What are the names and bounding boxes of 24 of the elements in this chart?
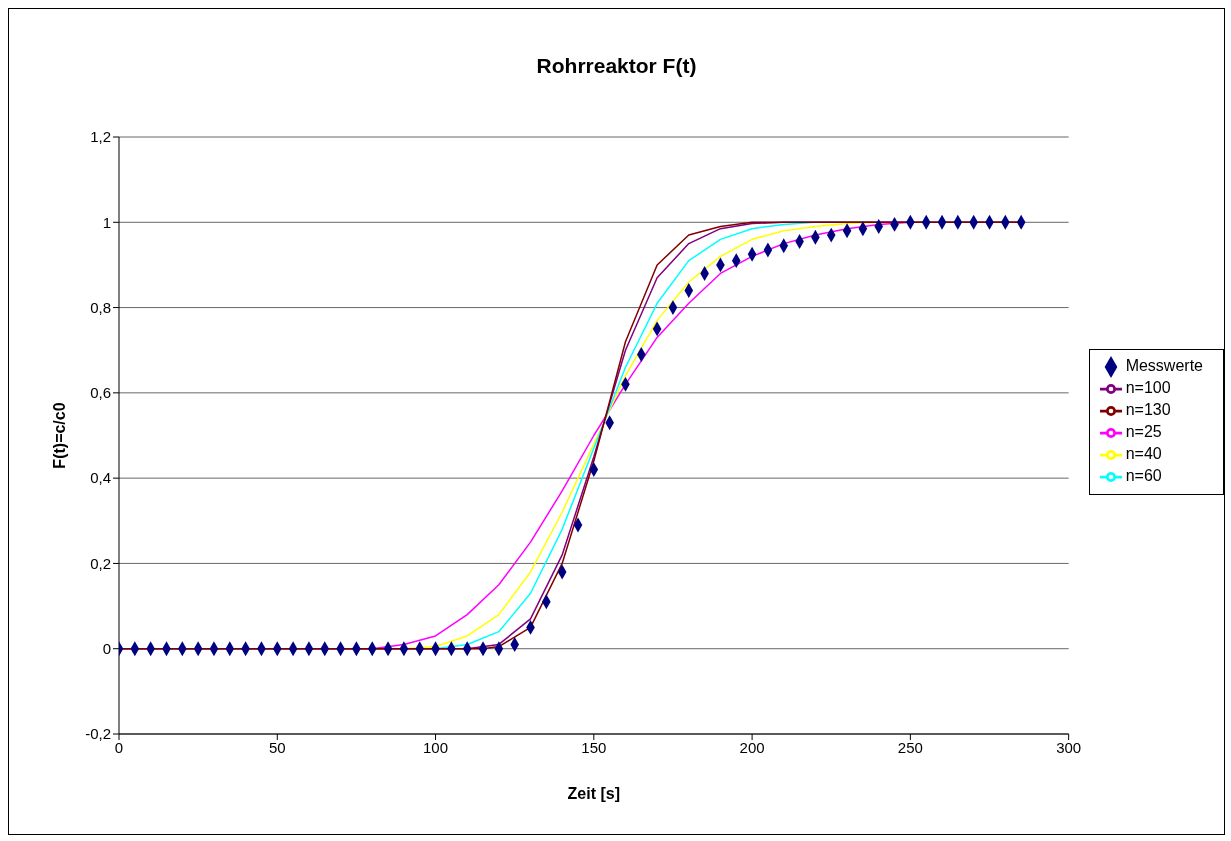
y-axis-title: F(t)=c/c0 <box>50 402 68 469</box>
legend-label: n=60 <box>1125 466 1162 484</box>
y-tick-label: 1,2 <box>90 128 111 146</box>
y-tick-label: 0 <box>102 640 111 658</box>
x-tick-label: 150 <box>581 738 607 756</box>
x-tick-label: 300 <box>1056 738 1082 756</box>
y-tick-label: 0,8 <box>90 298 111 316</box>
chart-title: Rohrreaktor F(t) <box>535 54 698 78</box>
x-tick-label: 250 <box>897 738 923 756</box>
y-tick-label: 1 <box>102 213 111 231</box>
legend-label: n=130 <box>1125 400 1171 418</box>
y-tick-label: 0,6 <box>90 384 111 402</box>
x-tick-label: 50 <box>268 738 286 756</box>
legend-label: n=40 <box>1125 444 1162 462</box>
x-tick-label: 100 <box>423 738 449 756</box>
y-tick-label: 0,2 <box>90 554 111 572</box>
legend-label: Messwerte <box>1125 356 1203 374</box>
x-tick-label: 0 <box>114 738 124 756</box>
x-axis-title: Zeit [s] <box>567 785 621 802</box>
legend-label: n=100 <box>1125 378 1171 396</box>
x-tick-label: 200 <box>739 738 765 756</box>
legend-label: n=25 <box>1125 422 1162 440</box>
y-tick-label: -0,2 <box>85 725 111 743</box>
y-tick-label: 0,4 <box>90 469 111 487</box>
